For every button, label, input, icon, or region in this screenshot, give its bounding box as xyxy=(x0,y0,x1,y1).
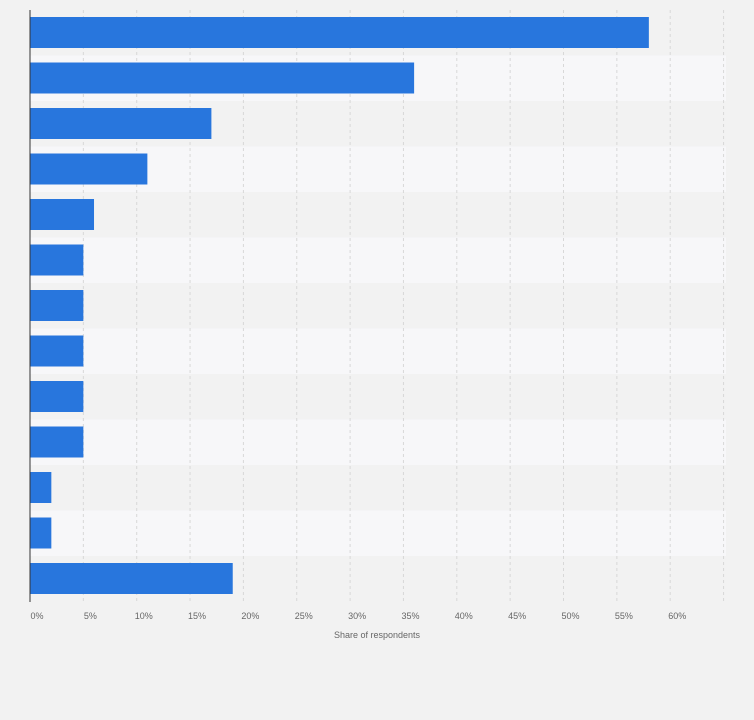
bars xyxy=(30,17,649,594)
x-tick-label: 15% xyxy=(188,611,206,621)
x-tick-label: 0% xyxy=(30,611,43,621)
x-tick-label: 5% xyxy=(84,611,97,621)
row-band xyxy=(30,374,726,420)
x-tick-label: 60% xyxy=(668,611,686,621)
x-tick-label: 40% xyxy=(455,611,473,621)
row-band xyxy=(30,465,726,511)
x-tick-label: 30% xyxy=(348,611,366,621)
bar xyxy=(30,244,84,276)
bar xyxy=(30,381,84,412)
bar xyxy=(30,335,84,367)
row-band xyxy=(30,510,726,556)
row-band xyxy=(30,328,726,374)
bar xyxy=(30,108,212,139)
row-band xyxy=(30,237,726,283)
bar xyxy=(30,153,148,185)
bar xyxy=(30,199,95,230)
x-tick-label: 45% xyxy=(508,611,526,621)
x-tick-label: 20% xyxy=(241,611,259,621)
row-band xyxy=(30,192,726,238)
bar xyxy=(30,472,52,503)
bar xyxy=(30,17,649,48)
x-tick-label: 10% xyxy=(135,611,153,621)
x-tick-label: 25% xyxy=(295,611,313,621)
x-axis-title: Share of respondents xyxy=(334,630,421,640)
bar xyxy=(30,290,84,321)
x-tick-label: 35% xyxy=(401,611,419,621)
x-tick-label: 55% xyxy=(615,611,633,621)
x-tick-label: 50% xyxy=(561,611,579,621)
bar xyxy=(30,517,52,549)
bar xyxy=(30,563,233,594)
row-bands xyxy=(30,10,726,602)
bar xyxy=(30,62,415,94)
bar xyxy=(30,426,84,458)
x-tick-labels: 0% 5% 10% 15% 20% 25% 30% 35% 40% 45% 50% 55% 60% xyxy=(30,611,686,621)
row-band xyxy=(30,419,726,465)
row-band xyxy=(30,283,726,329)
